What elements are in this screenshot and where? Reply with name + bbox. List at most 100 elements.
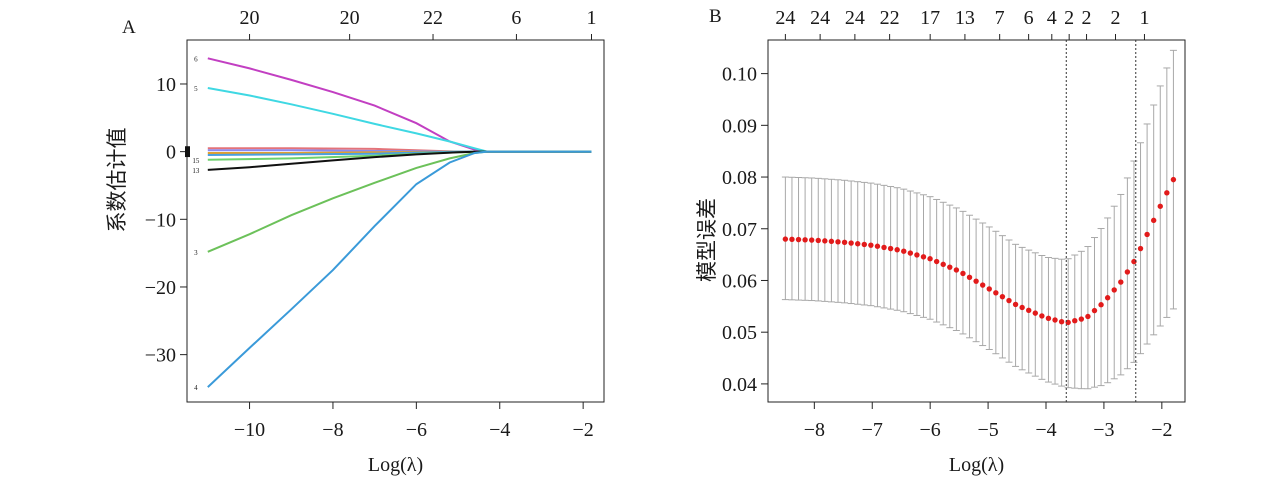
panel-b-y-tick-label: 0.09 bbox=[722, 115, 757, 137]
cv-mean-point bbox=[782, 236, 789, 242]
panel-b-top-label: 7 bbox=[995, 7, 1005, 29]
cv-mean-point bbox=[1137, 245, 1144, 252]
cv-mean-point bbox=[861, 241, 867, 248]
panel-a-top-label: 20 bbox=[340, 7, 360, 29]
coef-edge-marker bbox=[185, 146, 190, 158]
panel-b-top-label: 13 bbox=[955, 7, 975, 29]
cv-mean-point bbox=[1072, 318, 1078, 324]
cv-mean-point bbox=[1045, 315, 1052, 322]
coef-path-line bbox=[207, 150, 592, 171]
panel-b: B −8 −7 −6 −5 −4 −3 −2 0.04 0.05 0.06 0.07 0.08 0.09… bbox=[695, 6, 1186, 476]
cv-mean-point bbox=[1150, 217, 1157, 224]
cv-mean-point bbox=[953, 267, 960, 273]
panel-a-y-tick-label: 0 bbox=[166, 142, 176, 164]
panel-b-top-label: 6 bbox=[1024, 7, 1034, 29]
panel-b-x-tick-label: −8 bbox=[804, 419, 825, 441]
cv-mean-point bbox=[874, 243, 881, 249]
cv-mean-point bbox=[999, 293, 1006, 300]
panel-b-y-tick-label: 0.08 bbox=[722, 167, 757, 189]
cv-mean-point bbox=[1124, 269, 1131, 275]
cv-mean-point bbox=[835, 239, 841, 245]
coef-path-end-label: 4 bbox=[194, 384, 198, 392]
panel-b-x-tick-label: −7 bbox=[862, 419, 883, 441]
cv-mean-point bbox=[966, 274, 973, 280]
cv-mean-point bbox=[1026, 307, 1032, 314]
panel-a-top-label: 20 bbox=[240, 7, 260, 29]
panel-a-x-tick-label: −2 bbox=[573, 419, 594, 441]
cv-mean-point bbox=[1058, 318, 1065, 325]
cv-mean-point bbox=[940, 261, 946, 268]
cv-mean-point bbox=[868, 242, 874, 248]
panel-b-x-tick-label: −3 bbox=[1093, 419, 1114, 441]
panel-b-x-axis-label: Log(λ) bbox=[949, 454, 1004, 476]
cv-mean-point bbox=[1065, 319, 1071, 326]
cv-mean-point bbox=[848, 240, 854, 246]
cv-mean-point bbox=[828, 238, 835, 245]
cv-mean-point bbox=[1085, 313, 1091, 320]
cv-mean-point bbox=[894, 247, 900, 253]
cv-mean-point bbox=[841, 239, 848, 246]
coef-path-line bbox=[207, 57, 592, 153]
panel-b-x-tick-label: −6 bbox=[920, 419, 941, 441]
cv-mean-point bbox=[1118, 279, 1124, 285]
coef-path-end-label: 3 bbox=[194, 249, 198, 257]
panel-a-x-axis-label: Log(λ) bbox=[368, 454, 423, 476]
cv-mean-point bbox=[979, 282, 986, 288]
panel-a-x-tick-label: −4 bbox=[489, 419, 510, 441]
coef-path-end-label: 6 bbox=[194, 55, 198, 63]
cv-mean-point bbox=[901, 248, 907, 254]
panel-a-top-label: 6 bbox=[511, 7, 521, 29]
cv-mean-point bbox=[927, 256, 933, 262]
cv-mean-point bbox=[881, 244, 887, 251]
panel-b-y-axis-label: 模型误差 bbox=[695, 198, 719, 282]
cv-mean-point bbox=[1170, 176, 1177, 183]
cv-mean-point bbox=[1052, 317, 1058, 323]
panel-b-x-tick-label: −5 bbox=[977, 419, 998, 441]
cv-mean-point bbox=[920, 254, 927, 260]
cv-mean-point bbox=[947, 264, 953, 270]
panel-b-top-label: 2 bbox=[1064, 7, 1074, 29]
panel-b-y-tick-label: 0.05 bbox=[722, 322, 757, 344]
cv-mean-point bbox=[802, 237, 808, 243]
panel-a-letter: A bbox=[122, 17, 136, 38]
panel-b-frame bbox=[767, 39, 1186, 403]
cv-mean-point bbox=[960, 270, 966, 277]
cv-mean-point bbox=[887, 245, 894, 252]
panel-b-y-tick-label: 0.04 bbox=[722, 374, 757, 396]
cv-mean-point bbox=[1098, 302, 1104, 308]
panel-a-x-tick-label: −6 bbox=[406, 419, 427, 441]
cv-mean-point bbox=[1078, 316, 1085, 322]
panel-a-y-axis-label: 系数估计值 bbox=[105, 128, 129, 233]
cv-mean-point bbox=[815, 237, 821, 244]
cv-mean-point bbox=[808, 237, 815, 243]
panel-b-top-label: 22 bbox=[880, 7, 900, 29]
panel-b-top-label: 24 bbox=[810, 7, 830, 29]
coef-path-line bbox=[207, 150, 592, 388]
panel-b-top-label: 2 bbox=[1111, 7, 1121, 29]
cv-mean-point bbox=[1019, 304, 1025, 311]
panel-a-x-tick-label: −8 bbox=[322, 419, 343, 441]
cv-mean-point bbox=[795, 236, 802, 243]
panel-b-y-tick-label: 0.07 bbox=[722, 219, 757, 241]
coef-path-end-label: 15 bbox=[192, 157, 200, 165]
cv-mean-point bbox=[933, 258, 940, 265]
cv-mean-point bbox=[1144, 231, 1150, 238]
panel-a-y-tick-label: −30 bbox=[145, 345, 176, 367]
coef-path-line bbox=[207, 87, 592, 153]
panel-a-y-tick-label: −10 bbox=[145, 209, 176, 231]
cv-mean-point bbox=[855, 241, 861, 247]
panel-a: A −10 −8 −6 −4 −2 10 0 −10 −20 −30 20 20 22 6 1 Log(λ) 系… bbox=[105, 7, 605, 476]
panel-b-top-label: 24 bbox=[775, 7, 795, 29]
cv-mean-point bbox=[1111, 287, 1117, 293]
coef-path-end-label: 13 bbox=[192, 167, 200, 175]
cv-mean-point bbox=[1039, 313, 1045, 319]
cv-mean-point bbox=[1032, 310, 1039, 316]
panel-b-top-label: 24 bbox=[845, 7, 865, 29]
panel-b-y-tick-label: 0.06 bbox=[722, 270, 757, 292]
panel-b-letter: B bbox=[709, 6, 722, 27]
panel-a-top-label: 1 bbox=[586, 7, 596, 29]
panel-b-top-label: 4 bbox=[1047, 7, 1057, 29]
cv-mean-point bbox=[993, 290, 999, 296]
panel-a-y-tick-label: 10 bbox=[156, 74, 176, 96]
